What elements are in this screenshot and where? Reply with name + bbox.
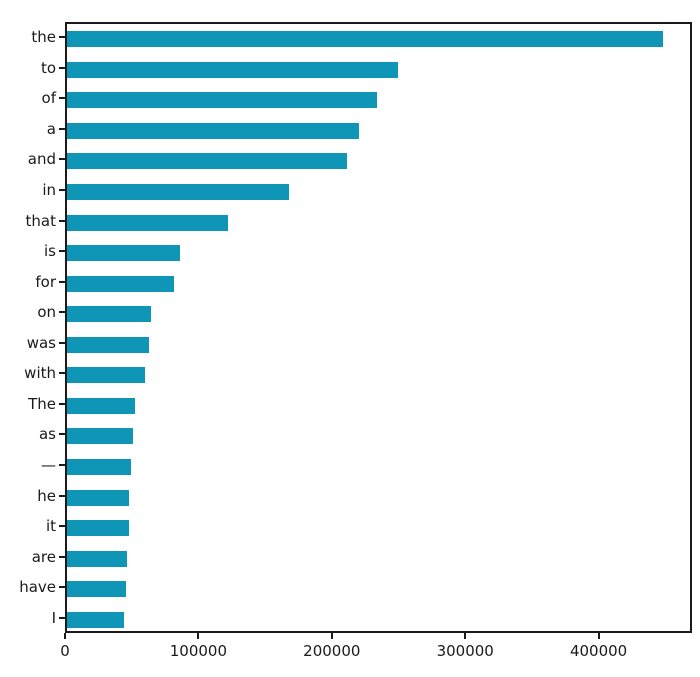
y-tick-label: and xyxy=(27,150,56,169)
y-tick xyxy=(59,127,65,130)
y-tick-label: that xyxy=(25,211,56,230)
bar xyxy=(67,397,135,414)
y-tick xyxy=(59,36,65,39)
y-tick-label: I xyxy=(51,608,56,627)
y-tick xyxy=(59,189,65,192)
y-tick xyxy=(59,250,65,253)
y-tick-label: with xyxy=(24,364,56,383)
bar xyxy=(67,214,229,231)
x-tick-label: 0 xyxy=(60,642,70,660)
y-tick-label: The xyxy=(28,394,56,413)
y-tick xyxy=(59,433,65,436)
y-tick xyxy=(59,66,65,69)
bar xyxy=(67,122,359,139)
bar xyxy=(67,275,175,292)
y-tick-label: is xyxy=(44,242,56,261)
x-tick xyxy=(464,633,467,639)
y-tick-label: for xyxy=(35,272,56,291)
x-tick xyxy=(64,633,66,639)
y-tick-label: as xyxy=(38,425,56,444)
y-tick xyxy=(59,494,65,497)
y-tick xyxy=(59,402,65,405)
y-tick-label: of xyxy=(41,89,56,108)
y-tick-label: are xyxy=(31,547,56,566)
bar xyxy=(67,520,130,537)
x-tick-label: 300000 xyxy=(436,642,494,660)
bar xyxy=(67,31,664,48)
y-tick xyxy=(59,311,65,314)
y-tick xyxy=(59,372,65,375)
plot-area xyxy=(65,22,692,633)
y-tick-label: to xyxy=(40,58,56,77)
bar xyxy=(67,92,378,109)
y-tick-label: it xyxy=(45,517,56,536)
y-tick xyxy=(59,463,65,466)
y-tick-label: a xyxy=(46,119,56,138)
y-tick xyxy=(59,97,65,100)
x-tick-label: 400000 xyxy=(569,642,628,660)
y-tick xyxy=(59,616,65,619)
bar xyxy=(67,489,130,506)
x-tick xyxy=(597,633,600,639)
x-tick xyxy=(197,633,200,639)
x-tick-label: 100000 xyxy=(169,642,228,660)
bar xyxy=(67,581,126,598)
y-tick xyxy=(59,586,65,589)
bar xyxy=(67,611,124,628)
y-tick-label: in xyxy=(42,181,56,200)
bar xyxy=(67,367,145,384)
bar xyxy=(67,336,150,353)
bar xyxy=(67,458,131,475)
bar xyxy=(67,306,151,323)
y-tick-label: — xyxy=(41,455,56,474)
bar xyxy=(67,245,181,262)
bar xyxy=(67,153,347,170)
y-tick xyxy=(59,280,65,283)
bar xyxy=(67,61,399,78)
y-tick-label: the xyxy=(31,28,56,47)
y-tick xyxy=(59,341,65,344)
y-tick xyxy=(59,525,65,528)
bar xyxy=(67,184,290,201)
bar xyxy=(67,550,127,567)
y-tick-label: have xyxy=(19,578,56,597)
y-tick xyxy=(59,158,65,161)
y-tick-label: was xyxy=(26,333,56,352)
y-tick-label: on xyxy=(37,303,56,322)
y-tick xyxy=(59,555,65,558)
x-tick xyxy=(330,633,333,639)
y-tick xyxy=(59,219,65,222)
y-tick-label: he xyxy=(37,486,56,505)
x-tick-label: 200000 xyxy=(303,642,361,660)
bar xyxy=(67,428,133,445)
